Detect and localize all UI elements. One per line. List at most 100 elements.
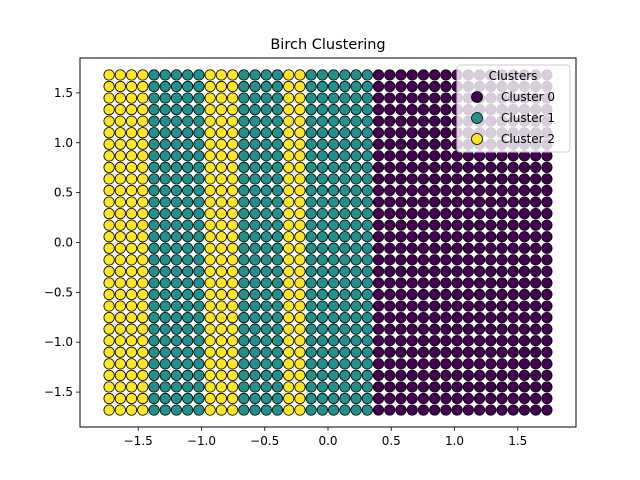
data-point-cluster-1 [328, 254, 340, 266]
data-point-cluster-1 [193, 369, 205, 381]
data-point-cluster-1 [328, 323, 340, 335]
data-point-cluster-1 [328, 184, 340, 197]
data-point-cluster-0 [384, 69, 396, 81]
data-point-cluster-1 [260, 312, 272, 324]
data-point-cluster-2 [114, 219, 126, 231]
data-point-cluster-1 [159, 392, 171, 405]
data-point-cluster-2 [226, 323, 239, 335]
data-point-cluster-2 [114, 69, 126, 81]
data-point-cluster-2 [114, 323, 126, 335]
data-point-cluster-0 [384, 92, 396, 104]
data-point-cluster-0 [372, 300, 385, 312]
data-point-cluster-1 [350, 92, 362, 104]
data-point-cluster-1 [350, 173, 362, 185]
data-point-cluster-1 [159, 80, 171, 93]
data-point-cluster-0 [451, 265, 463, 277]
data-point-cluster-0 [372, 219, 385, 231]
data-point-cluster-1 [260, 184, 272, 197]
data-point-cluster-0 [384, 173, 396, 185]
data-point-cluster-2 [125, 104, 138, 116]
data-point-cluster-2 [137, 104, 149, 116]
data-point-cluster-2 [137, 138, 149, 150]
data-point-cluster-0 [518, 208, 531, 220]
data-point-cluster-1 [339, 392, 351, 405]
data-point-cluster-1 [350, 184, 362, 197]
data-point-cluster-0 [541, 335, 553, 347]
data-point-cluster-0 [429, 346, 441, 358]
data-point-cluster-0 [518, 300, 531, 312]
data-point-cluster-1 [260, 369, 272, 381]
data-point-cluster-0 [473, 208, 486, 220]
data-point-cluster-1 [238, 346, 250, 358]
data-point-cluster-1 [260, 277, 272, 289]
data-point-cluster-1 [170, 219, 183, 231]
data-point-cluster-1 [350, 231, 362, 243]
data-point-cluster-0 [530, 277, 542, 289]
data-point-cluster-0 [541, 242, 553, 254]
data-point-cluster-2 [103, 127, 115, 139]
data-point-cluster-2 [204, 161, 216, 173]
data-point-cluster-0 [395, 92, 407, 104]
data-point-cluster-2 [283, 127, 295, 139]
data-point-cluster-2 [204, 115, 216, 127]
data-point-cluster-2 [226, 219, 239, 231]
data-point-cluster-1 [159, 346, 171, 358]
data-point-cluster-2 [114, 138, 126, 150]
data-point-cluster-2 [215, 335, 227, 347]
data-point-cluster-2 [294, 254, 306, 266]
data-point-cluster-0 [372, 127, 385, 139]
data-point-cluster-1 [271, 381, 284, 393]
data-point-cluster-0 [440, 369, 452, 381]
data-point-cluster-1 [260, 358, 272, 370]
data-point-cluster-1 [316, 312, 328, 324]
data-point-cluster-0 [440, 312, 452, 324]
data-point-cluster-1 [271, 254, 284, 266]
data-point-cluster-0 [384, 404, 396, 416]
data-point-cluster-0 [440, 242, 452, 254]
data-point-cluster-1 [339, 69, 351, 81]
data-point-cluster-2 [103, 381, 115, 393]
data-point-cluster-0 [473, 392, 486, 405]
data-point-cluster-1 [159, 115, 171, 127]
data-point-cluster-1 [182, 392, 194, 405]
data-point-cluster-0 [429, 323, 441, 335]
data-point-cluster-1 [271, 219, 284, 231]
data-point-cluster-0 [440, 358, 452, 370]
data-point-cluster-0 [507, 254, 519, 266]
data-point-cluster-0 [406, 161, 418, 173]
data-point-cluster-0 [406, 392, 418, 405]
data-point-cluster-1 [328, 104, 340, 116]
data-point-cluster-0 [417, 127, 430, 139]
data-point-cluster-1 [238, 358, 250, 370]
data-point-cluster-1 [328, 392, 340, 405]
data-point-cluster-1 [260, 265, 272, 277]
data-point-cluster-0 [384, 138, 396, 150]
data-point-cluster-2 [125, 265, 138, 277]
data-point-cluster-1 [328, 231, 340, 243]
data-point-cluster-0 [496, 288, 508, 301]
data-point-cluster-1 [193, 127, 205, 139]
data-point-cluster-2 [226, 277, 239, 289]
data-point-cluster-0 [384, 104, 396, 116]
data-point-cluster-0 [462, 254, 474, 266]
data-point-cluster-2 [103, 173, 115, 185]
data-point-cluster-1 [271, 288, 284, 301]
data-point-cluster-2 [215, 358, 227, 370]
data-point-cluster-2 [114, 196, 126, 208]
data-point-cluster-0 [507, 300, 519, 312]
data-point-cluster-2 [294, 184, 306, 197]
data-point-cluster-1 [339, 277, 351, 289]
data-point-cluster-0 [541, 219, 553, 231]
data-point-cluster-1 [159, 265, 171, 277]
data-point-cluster-0 [507, 369, 519, 381]
x-tick-label: −1.5 [124, 434, 153, 448]
data-point-cluster-0 [372, 184, 385, 197]
data-point-cluster-2 [137, 231, 149, 243]
data-point-cluster-2 [215, 300, 227, 312]
data-point-cluster-0 [429, 115, 441, 127]
data-point-cluster-0 [384, 161, 396, 173]
data-point-cluster-1 [148, 381, 160, 393]
data-point-cluster-0 [429, 381, 441, 393]
data-point-cluster-1 [159, 184, 171, 197]
data-point-cluster-1 [159, 208, 171, 220]
